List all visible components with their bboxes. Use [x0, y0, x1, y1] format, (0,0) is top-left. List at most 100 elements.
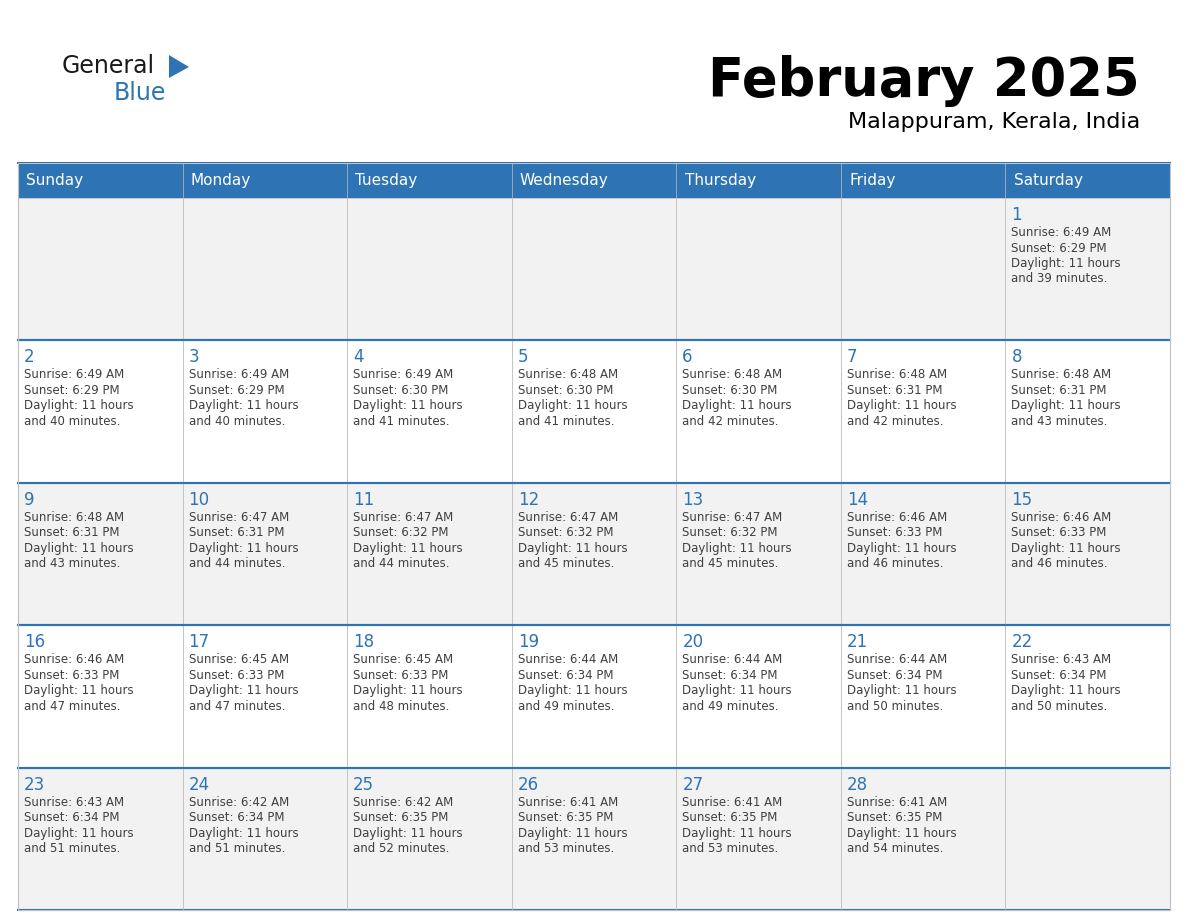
Text: and 41 minutes.: and 41 minutes.	[518, 415, 614, 428]
Text: 28: 28	[847, 776, 868, 793]
Bar	[1005, 198, 1170, 341]
Text: Malappuram, Kerala, India: Malappuram, Kerala, India	[848, 112, 1140, 132]
Text: 26: 26	[518, 776, 539, 793]
Bar	[1005, 163, 1170, 198]
Text: Sunset: 6:32 PM: Sunset: 6:32 PM	[353, 526, 449, 539]
Text: Daylight: 11 hours: Daylight: 11 hours	[1011, 399, 1121, 412]
Bar	[18, 198, 183, 341]
Bar	[1005, 625, 1170, 767]
Text: and 54 minutes.: and 54 minutes.	[847, 842, 943, 855]
Bar	[676, 341, 841, 483]
Text: 22: 22	[1011, 633, 1032, 651]
Bar	[1005, 767, 1170, 910]
Text: and 48 minutes.: and 48 minutes.	[353, 700, 449, 712]
Text: 20: 20	[682, 633, 703, 651]
Text: and 50 minutes.: and 50 minutes.	[1011, 700, 1107, 712]
Text: and 53 minutes.: and 53 minutes.	[682, 842, 778, 855]
Text: 9: 9	[24, 491, 34, 509]
Text: Daylight: 11 hours: Daylight: 11 hours	[682, 542, 792, 554]
Bar	[347, 767, 512, 910]
Text: Sunset: 6:31 PM: Sunset: 6:31 PM	[1011, 384, 1107, 397]
Text: Thursday: Thursday	[684, 173, 756, 188]
Text: Daylight: 11 hours: Daylight: 11 hours	[24, 399, 133, 412]
Bar	[183, 483, 347, 625]
Bar	[18, 767, 183, 910]
Text: Sunset: 6:34 PM: Sunset: 6:34 PM	[518, 668, 613, 682]
Bar	[676, 163, 841, 198]
Text: 14: 14	[847, 491, 868, 509]
Bar	[1005, 341, 1170, 483]
Text: 7: 7	[847, 349, 858, 366]
Text: Sunrise: 6:47 AM: Sunrise: 6:47 AM	[682, 510, 783, 524]
Text: Sunset: 6:32 PM: Sunset: 6:32 PM	[518, 526, 613, 539]
Polygon shape	[169, 55, 189, 78]
Text: Daylight: 11 hours: Daylight: 11 hours	[682, 399, 792, 412]
Text: Sunrise: 6:49 AM: Sunrise: 6:49 AM	[1011, 226, 1112, 239]
Bar	[512, 483, 676, 625]
Bar	[512, 163, 676, 198]
Text: and 44 minutes.: and 44 minutes.	[353, 557, 449, 570]
Text: Sunset: 6:30 PM: Sunset: 6:30 PM	[353, 384, 449, 397]
Text: and 51 minutes.: and 51 minutes.	[189, 842, 285, 855]
Text: Daylight: 11 hours: Daylight: 11 hours	[353, 542, 463, 554]
Text: Sunset: 6:34 PM: Sunset: 6:34 PM	[682, 668, 778, 682]
Text: and 50 minutes.: and 50 minutes.	[847, 700, 943, 712]
Text: Sunset: 6:33 PM: Sunset: 6:33 PM	[847, 526, 942, 539]
Text: and 45 minutes.: and 45 minutes.	[518, 557, 614, 570]
Bar	[841, 483, 1005, 625]
Bar	[183, 767, 347, 910]
Text: Sunrise: 6:48 AM: Sunrise: 6:48 AM	[682, 368, 783, 381]
Text: Daylight: 11 hours: Daylight: 11 hours	[518, 684, 627, 697]
Text: and 40 minutes.: and 40 minutes.	[189, 415, 285, 428]
Text: 13: 13	[682, 491, 703, 509]
Text: Sunset: 6:30 PM: Sunset: 6:30 PM	[682, 384, 778, 397]
Text: Sunrise: 6:45 AM: Sunrise: 6:45 AM	[353, 654, 454, 666]
Text: 23: 23	[24, 776, 45, 793]
Text: Wednesday: Wednesday	[520, 173, 608, 188]
Bar	[18, 163, 183, 198]
Text: and 46 minutes.: and 46 minutes.	[1011, 557, 1108, 570]
Text: Daylight: 11 hours: Daylight: 11 hours	[353, 826, 463, 840]
Text: Sunset: 6:35 PM: Sunset: 6:35 PM	[518, 812, 613, 824]
Text: Daylight: 11 hours: Daylight: 11 hours	[24, 542, 133, 554]
Text: Daylight: 11 hours: Daylight: 11 hours	[1011, 257, 1121, 270]
Text: Sunrise: 6:41 AM: Sunrise: 6:41 AM	[682, 796, 783, 809]
Text: Daylight: 11 hours: Daylight: 11 hours	[518, 542, 627, 554]
Text: Sunrise: 6:44 AM: Sunrise: 6:44 AM	[518, 654, 618, 666]
Text: Sunrise: 6:48 AM: Sunrise: 6:48 AM	[1011, 368, 1112, 381]
Text: Sunset: 6:33 PM: Sunset: 6:33 PM	[24, 668, 119, 682]
Text: 1: 1	[1011, 206, 1022, 224]
Bar	[347, 625, 512, 767]
Text: Sunset: 6:31 PM: Sunset: 6:31 PM	[189, 526, 284, 539]
Bar	[183, 625, 347, 767]
Text: Daylight: 11 hours: Daylight: 11 hours	[353, 684, 463, 697]
Text: 5: 5	[518, 349, 529, 366]
Bar	[18, 625, 183, 767]
Bar	[676, 483, 841, 625]
Text: Daylight: 11 hours: Daylight: 11 hours	[518, 826, 627, 840]
Bar	[347, 483, 512, 625]
Text: 25: 25	[353, 776, 374, 793]
Bar	[676, 767, 841, 910]
Text: Daylight: 11 hours: Daylight: 11 hours	[189, 826, 298, 840]
Text: Sunrise: 6:45 AM: Sunrise: 6:45 AM	[189, 654, 289, 666]
Text: Sunset: 6:35 PM: Sunset: 6:35 PM	[847, 812, 942, 824]
Bar	[347, 341, 512, 483]
Text: Sunrise: 6:44 AM: Sunrise: 6:44 AM	[682, 654, 783, 666]
Bar	[841, 767, 1005, 910]
Text: Sunrise: 6:48 AM: Sunrise: 6:48 AM	[847, 368, 947, 381]
Text: 3: 3	[189, 349, 200, 366]
Text: Sunset: 6:29 PM: Sunset: 6:29 PM	[189, 384, 284, 397]
Text: 17: 17	[189, 633, 210, 651]
Text: and 39 minutes.: and 39 minutes.	[1011, 273, 1107, 285]
Text: Daylight: 11 hours: Daylight: 11 hours	[1011, 684, 1121, 697]
Text: 12: 12	[518, 491, 539, 509]
Text: Sunrise: 6:47 AM: Sunrise: 6:47 AM	[189, 510, 289, 524]
Text: Sunset: 6:34 PM: Sunset: 6:34 PM	[24, 812, 120, 824]
Text: and 46 minutes.: and 46 minutes.	[847, 557, 943, 570]
Text: Daylight: 11 hours: Daylight: 11 hours	[847, 684, 956, 697]
Text: 4: 4	[353, 349, 364, 366]
Bar	[676, 198, 841, 341]
Text: Sunrise: 6:47 AM: Sunrise: 6:47 AM	[353, 510, 454, 524]
Text: Sunset: 6:34 PM: Sunset: 6:34 PM	[847, 668, 942, 682]
